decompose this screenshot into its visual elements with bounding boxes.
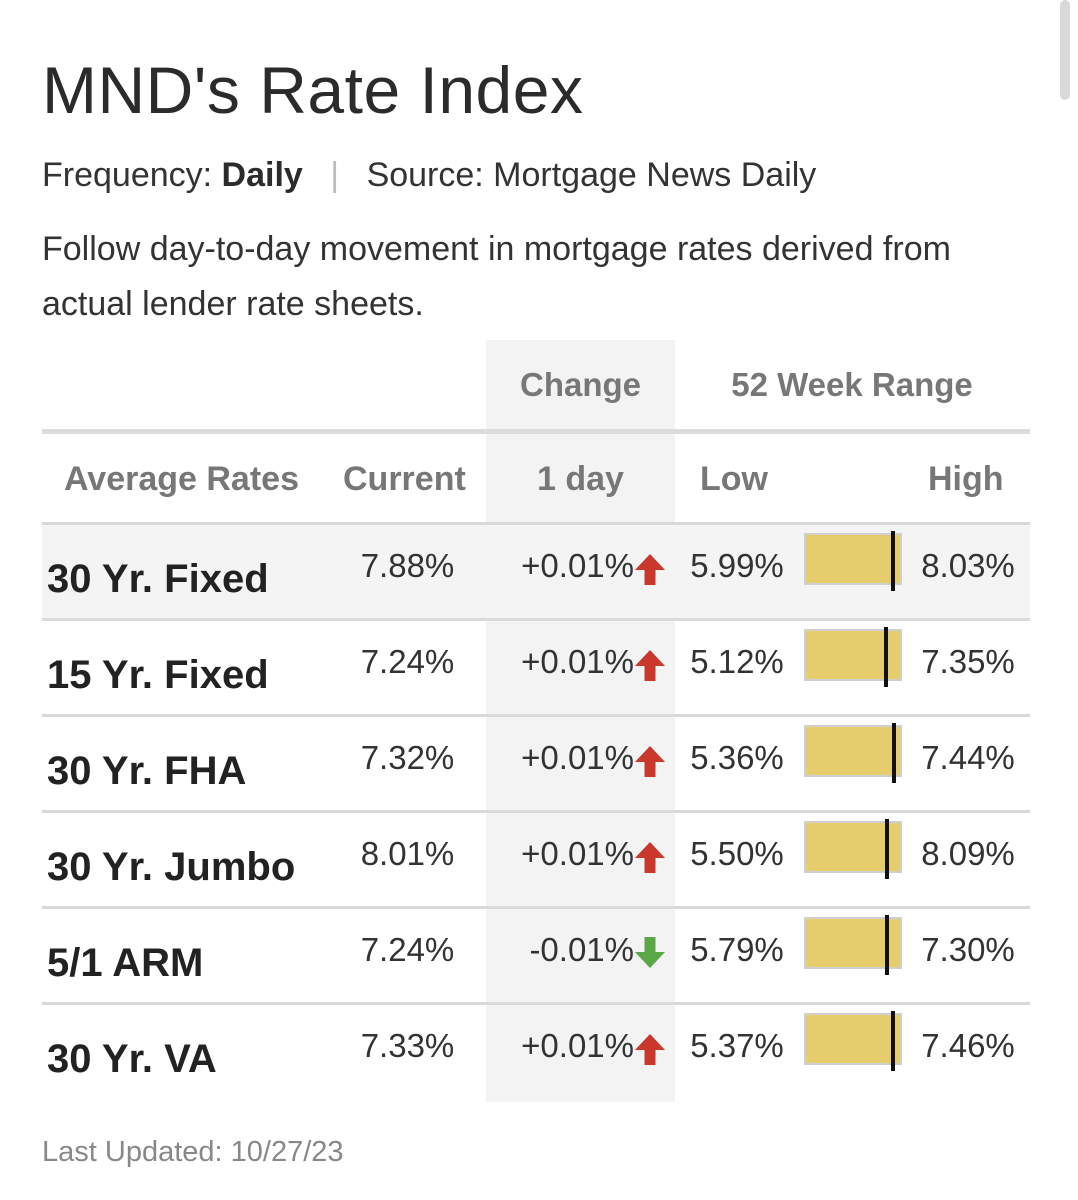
range-marker xyxy=(892,723,896,783)
range-high: 8.09% xyxy=(921,835,1015,872)
range-bar xyxy=(804,819,902,879)
rate-row: 30 Yr. VA 7.33% +0.01% 5.37% 7.46% xyxy=(42,1005,1030,1098)
range-marker xyxy=(884,627,888,687)
range-high: 7.46% xyxy=(921,1027,1015,1064)
one-day-change: +0.01% xyxy=(521,835,634,872)
range-low: 5.50% xyxy=(690,835,784,872)
current-rate: 7.24% xyxy=(360,643,455,680)
range-low: 5.37% xyxy=(690,1027,784,1064)
rate-name: 30 Yr. Fixed xyxy=(47,557,269,601)
frequency-value: Daily xyxy=(221,156,303,194)
range-low: 5.99% xyxy=(690,547,784,584)
column-header-divider xyxy=(42,522,1030,525)
arrow-up-icon xyxy=(632,839,668,875)
one-day-change: +0.01% xyxy=(521,1027,634,1064)
column-header-average-rates: Average Rates xyxy=(64,460,299,498)
arrow-down-icon xyxy=(632,935,668,971)
one-day-change: +0.01% xyxy=(521,739,634,776)
one-day-change: -0.01% xyxy=(529,931,634,968)
range-high: 7.44% xyxy=(921,739,1015,776)
group-header-divider xyxy=(42,429,1030,434)
page-title: MND's Rate Index xyxy=(42,53,584,127)
meta-separator: | xyxy=(330,156,340,194)
range-bar xyxy=(804,531,902,591)
arrow-up-icon xyxy=(632,743,668,779)
description: Follow day-to-day movement in mortgage r… xyxy=(42,230,951,323)
last-updated: Last Updated: 10/27/23 xyxy=(42,1136,344,1168)
group-header-change: Change xyxy=(519,366,641,403)
arrow-up-icon xyxy=(632,647,668,683)
range-marker xyxy=(885,819,889,879)
meta-line: Frequency: Daily | Source: Mortgage News… xyxy=(42,156,816,195)
rate-name: 30 Yr. Jumbo xyxy=(47,845,296,889)
change-column-band xyxy=(486,340,675,1102)
range-marker xyxy=(891,531,895,591)
rate-name: 15 Yr. Fixed xyxy=(47,653,269,697)
rate-row: 15 Yr. Fixed 7.24% +0.01% 5.12% 7.35% xyxy=(42,621,1030,717)
rate-name: 5/1 ARM xyxy=(47,941,204,985)
rate-row: 30 Yr. Jumbo 8.01% +0.01% 5.50% 8.09% xyxy=(42,813,1030,909)
range-low: 5.12% xyxy=(690,643,784,680)
current-rate: 7.33% xyxy=(360,1027,455,1064)
range-high: 7.30% xyxy=(921,931,1015,968)
range-marker xyxy=(885,915,889,975)
range-low: 5.79% xyxy=(690,931,784,968)
rates-table-body: 30 Yr. Fixed 7.88% +0.01% 5.99% 8.03% 15 Yr. … xyxy=(42,525,1030,1098)
range-bar xyxy=(804,915,902,975)
current-rate: 7.88% xyxy=(360,547,455,584)
current-rate: 7.24% xyxy=(360,931,455,968)
range-bar xyxy=(804,627,902,687)
range-high: 7.35% xyxy=(921,643,1015,680)
rate-row: 30 Yr. Fixed 7.88% +0.01% 5.99% 8.03% xyxy=(42,525,1030,621)
column-header-high: High xyxy=(928,460,1004,498)
arrow-up-icon xyxy=(632,551,668,587)
frequency-label: Frequency: xyxy=(42,156,213,194)
one-day-change: +0.01% xyxy=(521,643,634,680)
range-marker xyxy=(891,1011,895,1071)
column-header-1-day: 1 day xyxy=(537,460,624,498)
group-header-52-week-range: 52 Week Range xyxy=(731,366,973,403)
range-high: 8.03% xyxy=(921,547,1015,584)
one-day-change: +0.01% xyxy=(521,547,634,584)
column-header-current: Current xyxy=(343,460,466,498)
column-header-low: Low xyxy=(700,460,768,498)
rate-name: 30 Yr. VA xyxy=(47,1037,217,1081)
rate-row: 5/1 ARM 7.24% -0.01% 5.79% 7.30% xyxy=(42,909,1030,1005)
range-bar xyxy=(804,723,902,783)
scrollbar[interactable] xyxy=(1060,0,1070,100)
source-text: Source: Mortgage News Daily xyxy=(366,156,817,194)
rate-name: 30 Yr. FHA xyxy=(47,749,247,793)
current-rate: 8.01% xyxy=(360,835,455,872)
rate-row: 30 Yr. FHA 7.32% +0.01% 5.36% 7.44% xyxy=(42,717,1030,813)
current-rate: 7.32% xyxy=(360,739,455,776)
range-low: 5.36% xyxy=(690,739,784,776)
range-bar xyxy=(804,1011,902,1071)
arrow-up-icon xyxy=(632,1031,668,1067)
